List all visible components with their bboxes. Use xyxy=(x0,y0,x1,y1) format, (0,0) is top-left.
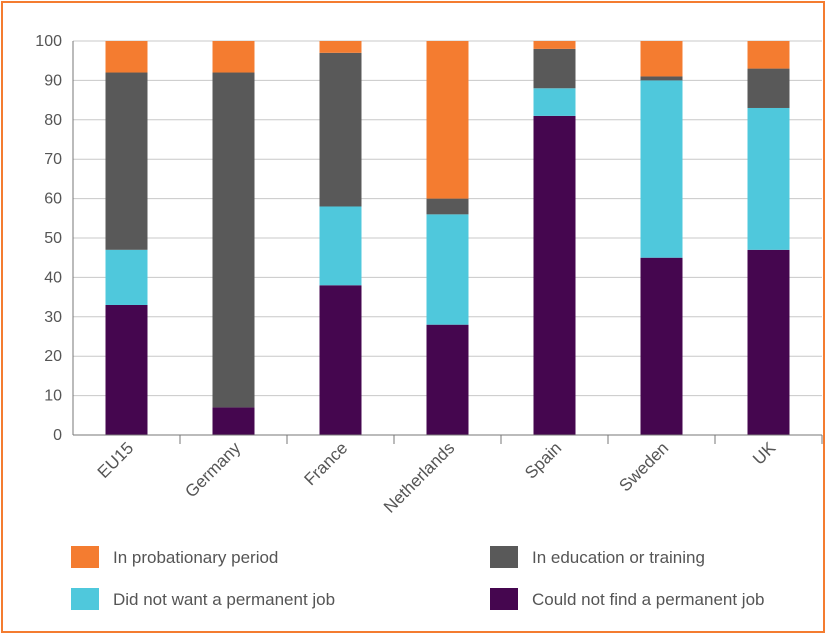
legend: In probationary period In education or tr… xyxy=(71,546,765,610)
bar-segment xyxy=(640,257,683,435)
legend-label: In probationary period xyxy=(113,548,278,567)
bar-segment xyxy=(747,107,790,250)
bar-segment xyxy=(426,198,469,215)
y-tick-label: 90 xyxy=(44,72,62,89)
y-tick-label: 100 xyxy=(35,33,62,50)
x-tick-label: Germany xyxy=(181,438,244,501)
legend-swatch xyxy=(71,588,99,610)
x-tick-label: Spain xyxy=(521,438,565,482)
legend-swatch xyxy=(490,546,518,568)
y-tick-label: 80 xyxy=(44,112,62,129)
bar-segment xyxy=(533,88,576,116)
bar-segment xyxy=(319,206,362,286)
legend-swatch xyxy=(71,546,99,568)
bar-segment xyxy=(426,324,469,435)
x-tick-label: EU15 xyxy=(94,438,138,482)
legend-label: Could not find a permanent job xyxy=(532,590,765,609)
bar-segment xyxy=(747,68,790,108)
bar-segment xyxy=(426,41,469,199)
bar-segment xyxy=(319,285,362,435)
bar-segment xyxy=(105,41,148,73)
y-tick-label: 40 xyxy=(44,269,62,286)
y-tick-labels: 0 10 20 30 40 50 60 70 80 90 100 xyxy=(35,33,62,444)
x-tick-label: UK xyxy=(749,438,780,469)
legend-swatch xyxy=(490,588,518,610)
x-tick-label: Sweden xyxy=(615,438,672,495)
y-tick-label: 50 xyxy=(44,230,62,247)
x-tick-labels: EU15 Germany France Netherlands Spain Sweden U… xyxy=(94,438,780,517)
bar-segment xyxy=(640,41,683,77)
bar-segment xyxy=(212,72,255,408)
bar-segment xyxy=(212,41,255,73)
bar-segment xyxy=(533,48,576,89)
bar-segment xyxy=(212,407,255,435)
bar-segment xyxy=(640,80,683,258)
x-tick-label: France xyxy=(300,438,351,489)
bar-segment xyxy=(105,249,148,305)
y-tick-label: 0 xyxy=(53,427,62,444)
bar-segment xyxy=(105,304,148,435)
bar-segment xyxy=(426,214,469,325)
bars xyxy=(105,41,790,436)
x-tick-label: Netherlands xyxy=(380,438,458,516)
y-tick-label: 20 xyxy=(44,348,62,365)
y-tick-label: 70 xyxy=(44,151,62,168)
bar-segment xyxy=(319,52,362,207)
legend-label: Did not want a permanent job xyxy=(113,590,335,609)
bar-segment xyxy=(747,41,790,69)
y-tick-label: 10 xyxy=(44,388,62,405)
axes xyxy=(72,41,823,444)
y-tick-label: 60 xyxy=(44,191,62,208)
bar-segment xyxy=(533,115,576,436)
bar-segment xyxy=(105,72,148,250)
bar-segment xyxy=(640,76,683,81)
bar-segment xyxy=(319,41,362,53)
bar-segment xyxy=(533,41,576,49)
y-tick-label: 30 xyxy=(44,309,62,326)
bar-segment xyxy=(747,249,790,435)
legend-label: In education or training xyxy=(532,548,705,567)
